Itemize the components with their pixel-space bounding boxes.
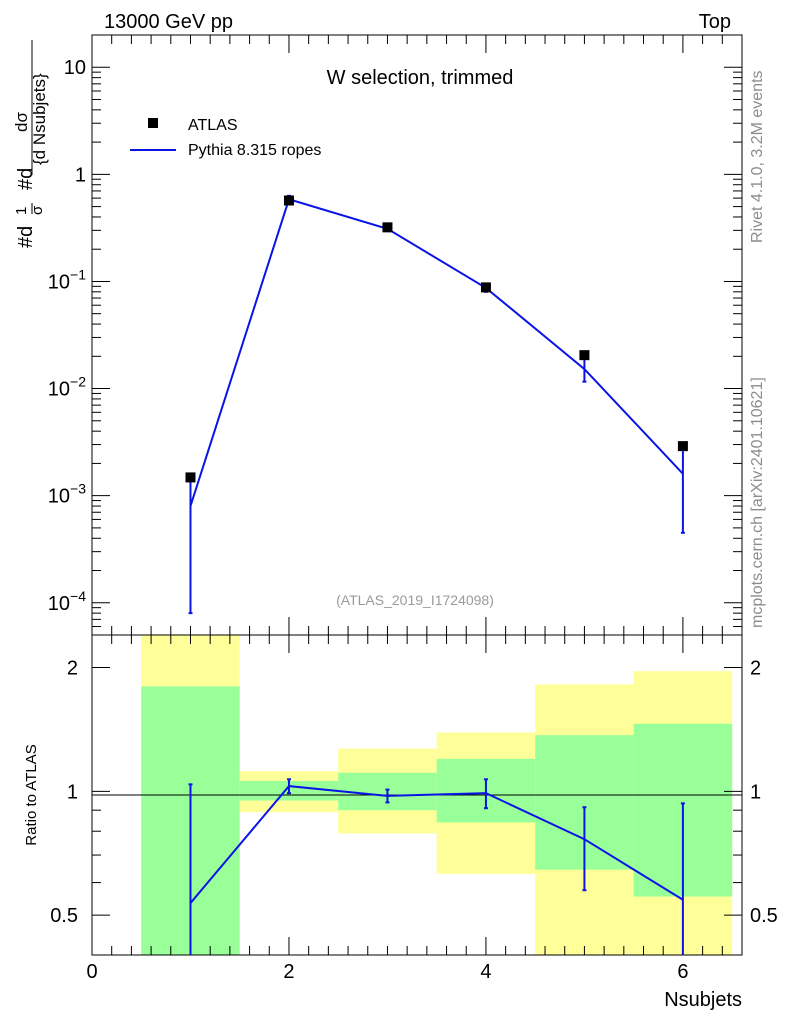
ratio-y-tick-label-right: 0.5: [750, 905, 778, 927]
main-y-tick-base: 10: [48, 593, 70, 615]
legend: ATLAS Pythia 8.315 ropes: [130, 117, 321, 159]
main-series: [185, 194, 688, 615]
main-y-tick-label: 10−4: [48, 588, 86, 615]
ylabel-part-1: #d: [15, 226, 37, 248]
ratio-y-tick-label-right: 2: [750, 658, 761, 680]
main-y-tick-base: 10: [48, 379, 70, 401]
x-tick-label: 4: [480, 961, 491, 983]
ratio-y-tick-label-left: 2: [67, 658, 78, 680]
main-y-tick-base: 10: [48, 271, 70, 293]
atlas-data-point: [382, 222, 393, 233]
main-y-tick-exponent: −3: [70, 481, 86, 497]
energy-label: 13000 GeV pp: [104, 11, 233, 33]
ratio-series-line: [189, 785, 684, 904]
ylabel-part-4: #d: [15, 168, 37, 190]
main-y-tick-exponent: −4: [70, 588, 86, 604]
main-y-tick-label: 10−1: [48, 266, 86, 293]
main-y-tick-label: 10−3: [48, 481, 86, 508]
atlas-data-point: [185, 472, 196, 483]
rivet-version-label: Rivet 4.1.0, 3.2M events: [749, 70, 766, 243]
main-plot-title: W selection, trimmed: [327, 67, 514, 89]
ylabel-part-2: 1: [13, 207, 30, 215]
legend-label-atlas: ATLAS: [188, 117, 238, 134]
ylabel-part-3: σ: [29, 205, 46, 215]
ratio-series: [188, 778, 685, 955]
legend-marker-atlas: [148, 118, 158, 128]
ratio-y-tick-label-right: 1: [750, 781, 761, 803]
main-y-tick-label: 10−2: [48, 374, 86, 401]
x-tick-label: 6: [677, 961, 688, 983]
main-y-tick-label: 10: [64, 57, 86, 79]
ratio-ticks: 0 2 4 6 0.5 0.5 1 1 2 2: [50, 635, 778, 983]
legend-label-pythia: Pythia 8.315 ropes: [188, 142, 321, 159]
analysis-id: (ATLAS_2019_I1724098): [336, 592, 494, 608]
main-y-tick-base: 10: [48, 486, 70, 508]
x-tick-label: 0: [86, 961, 97, 983]
main-y-tick-exponent: −1: [70, 266, 86, 282]
ratio-y-axis-label: Ratio to ATLAS: [23, 744, 40, 845]
main-y-axis-label: #d 1 σ #d dσ {d Nsubjets}: [12, 40, 49, 248]
source-label: mcplots.cern.ch [arXiv:2401.10621]: [749, 377, 766, 628]
ylabel-part-5: dσ: [12, 112, 31, 132]
atlas-data-point: [677, 441, 688, 452]
process-label: Top: [699, 11, 731, 33]
ratio-panel: 0 2 4 6 0.5 0.5 1 1 2 2 Ratio to ATLAS Nsubjets: [23, 634, 778, 1011]
ratio-y-tick-label-left: 1: [67, 781, 78, 803]
atlas-data-point: [480, 282, 491, 293]
main-y-tick-exponent: −2: [70, 374, 86, 390]
ratio-y-tick-label-left: 0.5: [50, 905, 78, 927]
pythia-series-line: [189, 198, 684, 507]
ylabel-part-6: {d Nsubjets}: [30, 73, 49, 165]
x-tick-label: 2: [283, 961, 294, 983]
main-y-tick-label: 1: [75, 164, 86, 186]
x-axis-label: Nsubjets: [664, 989, 742, 1011]
atlas-data-point: [579, 350, 590, 361]
atlas-data-point: [283, 195, 294, 206]
